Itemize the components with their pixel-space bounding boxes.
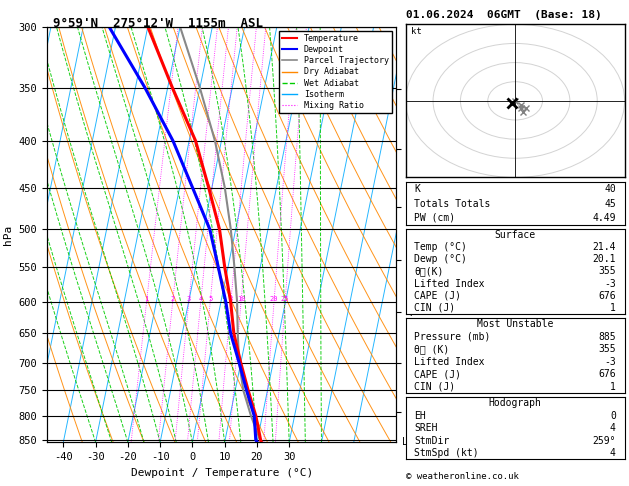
Text: LCL: LCL bbox=[402, 437, 420, 447]
Text: K: K bbox=[415, 184, 420, 194]
Text: 9°59'N  275°12'W  1155m  ASL: 9°59'N 275°12'W 1155m ASL bbox=[53, 17, 264, 30]
Text: EH: EH bbox=[415, 411, 426, 421]
Text: © weatheronline.co.uk: © weatheronline.co.uk bbox=[406, 472, 518, 481]
Y-axis label: hPa: hPa bbox=[3, 225, 13, 244]
Text: 40: 40 bbox=[604, 184, 616, 194]
Text: 1: 1 bbox=[610, 382, 616, 392]
Text: 1: 1 bbox=[145, 296, 148, 302]
Text: -3: -3 bbox=[604, 278, 616, 289]
Text: 45: 45 bbox=[604, 199, 616, 208]
Text: θᴇ(K): θᴇ(K) bbox=[415, 266, 444, 277]
Text: PW (cm): PW (cm) bbox=[415, 213, 455, 223]
Text: Totals Totals: Totals Totals bbox=[415, 199, 491, 208]
Text: kt: kt bbox=[411, 27, 422, 36]
Text: CAPE (J): CAPE (J) bbox=[415, 291, 462, 301]
Text: 01.06.2024  06GMT  (Base: 18): 01.06.2024 06GMT (Base: 18) bbox=[406, 10, 601, 20]
Text: Dewp (°C): Dewp (°C) bbox=[415, 254, 467, 264]
Text: 355: 355 bbox=[598, 344, 616, 354]
X-axis label: Dewpoint / Temperature (°C): Dewpoint / Temperature (°C) bbox=[131, 468, 313, 478]
Text: 4: 4 bbox=[610, 448, 616, 458]
Text: 8: 8 bbox=[229, 296, 233, 302]
Legend: Temperature, Dewpoint, Parcel Trajectory, Dry Adiabat, Wet Adiabat, Isotherm, Mi: Temperature, Dewpoint, Parcel Trajectory… bbox=[279, 31, 392, 113]
Text: 676: 676 bbox=[598, 291, 616, 301]
Text: 21.4: 21.4 bbox=[593, 242, 616, 252]
Text: 676: 676 bbox=[598, 369, 616, 380]
Text: 4.49: 4.49 bbox=[593, 213, 616, 223]
Text: 3: 3 bbox=[187, 296, 191, 302]
Text: SREH: SREH bbox=[415, 423, 438, 433]
Text: Pressure (mb): Pressure (mb) bbox=[415, 331, 491, 342]
Text: Lifted Index: Lifted Index bbox=[415, 278, 485, 289]
Text: 885: 885 bbox=[598, 331, 616, 342]
Text: 355: 355 bbox=[598, 266, 616, 277]
Text: StmDir: StmDir bbox=[415, 435, 450, 446]
Text: θᴇ (K): θᴇ (K) bbox=[415, 344, 450, 354]
Text: CAPE (J): CAPE (J) bbox=[415, 369, 462, 380]
Text: Lifted Index: Lifted Index bbox=[415, 357, 485, 367]
Text: km
ASL: km ASL bbox=[421, 27, 439, 48]
Text: 10: 10 bbox=[237, 296, 245, 302]
Text: 0: 0 bbox=[610, 411, 616, 421]
Text: Hodograph: Hodograph bbox=[489, 399, 542, 408]
Text: Most Unstable: Most Unstable bbox=[477, 319, 554, 329]
Text: Temp (°C): Temp (°C) bbox=[415, 242, 467, 252]
Text: 5: 5 bbox=[208, 296, 213, 302]
Text: CIN (J): CIN (J) bbox=[415, 303, 455, 313]
Text: 20: 20 bbox=[270, 296, 278, 302]
Text: 4: 4 bbox=[199, 296, 203, 302]
Text: CIN (J): CIN (J) bbox=[415, 382, 455, 392]
Text: 2: 2 bbox=[170, 296, 175, 302]
Text: 4: 4 bbox=[610, 423, 616, 433]
Text: 25: 25 bbox=[281, 296, 289, 302]
Text: 1: 1 bbox=[610, 303, 616, 313]
Text: StmSpd (kt): StmSpd (kt) bbox=[415, 448, 479, 458]
Text: 259°: 259° bbox=[593, 435, 616, 446]
Text: 20.1: 20.1 bbox=[593, 254, 616, 264]
Text: Surface: Surface bbox=[494, 230, 536, 240]
Text: -3: -3 bbox=[604, 357, 616, 367]
